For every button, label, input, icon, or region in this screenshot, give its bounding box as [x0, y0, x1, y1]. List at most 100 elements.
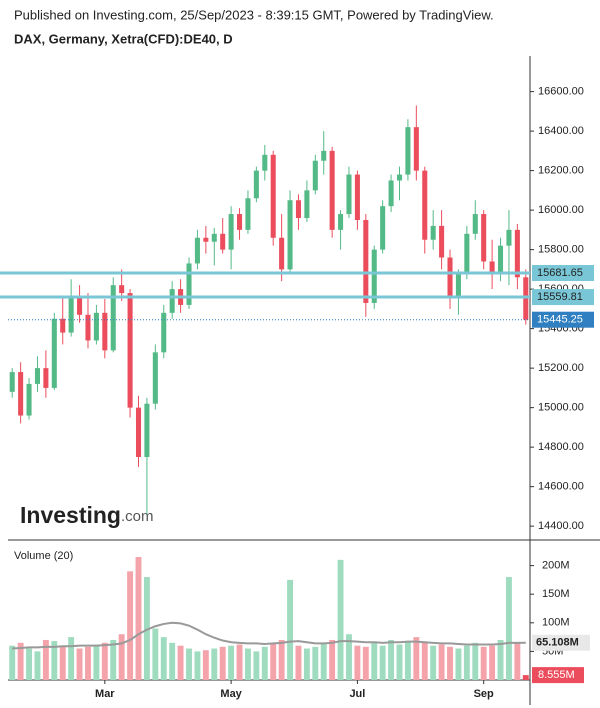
volume-bar	[68, 637, 75, 680]
volume-bar	[76, 648, 83, 680]
volume-bar	[354, 645, 361, 680]
candle-body	[506, 229, 512, 246]
volume-bar	[51, 641, 58, 680]
candle-body	[85, 314, 91, 341]
volume-bar	[522, 675, 529, 680]
level-label: 15681.65	[537, 267, 583, 279]
y-tick-label: 200M	[542, 559, 570, 571]
volume-bar	[261, 646, 268, 680]
y-tick-label: 16400.00	[538, 125, 584, 137]
candle-body	[430, 225, 436, 240]
volume-bar	[329, 639, 336, 680]
volume-bar	[337, 559, 344, 680]
level-box	[532, 264, 594, 281]
candle-body	[237, 214, 243, 230]
volume-bar	[404, 641, 411, 680]
candle-body	[152, 352, 158, 404]
volume-bar	[160, 637, 167, 680]
watermark-brand: Investing	[20, 502, 121, 528]
candle-body	[262, 154, 268, 171]
volume-bar	[413, 637, 420, 680]
volume-bar	[118, 634, 125, 680]
candle-body	[338, 214, 344, 230]
y-tick-label: 16600.00	[538, 86, 584, 98]
volume-bar	[295, 645, 302, 680]
y-tick-label: 15000.00	[538, 402, 584, 414]
volume-bar	[253, 651, 260, 680]
volume-bar	[211, 648, 218, 680]
candle-body	[514, 229, 520, 278]
candle-body	[321, 150, 327, 161]
candle-body	[102, 312, 108, 351]
level-label: 15559.81	[537, 291, 583, 303]
candle-body	[498, 245, 504, 274]
candle-body	[194, 237, 200, 264]
x-tick-label: May	[220, 688, 242, 700]
candle-body	[279, 237, 285, 270]
volume-bar	[312, 646, 319, 680]
watermark: Investing.com	[20, 502, 153, 528]
volume-bar	[320, 642, 327, 680]
candle-body	[287, 200, 293, 270]
candle-body	[472, 214, 478, 234]
candle-body	[68, 297, 74, 333]
volume-bar	[472, 642, 479, 680]
volume-bar	[101, 642, 108, 680]
candle-body	[211, 233, 217, 242]
volume-bar	[17, 642, 24, 680]
y-tick-label: 150M	[542, 588, 570, 600]
x-tick-label: Sep	[474, 688, 494, 700]
candle-body	[93, 312, 99, 341]
candle-body	[110, 285, 116, 351]
volume-bar	[447, 646, 453, 680]
volume-bar	[135, 557, 142, 680]
volume-bar	[379, 645, 386, 680]
volume-bar	[34, 651, 41, 680]
candle-body	[346, 174, 352, 215]
candle-body	[354, 174, 360, 220]
volume-bar	[194, 651, 201, 680]
y-tick-label: 14400.00	[538, 520, 584, 532]
candle-body	[371, 249, 377, 303]
y-tick-label: 15800.00	[538, 244, 584, 256]
volume-bar	[186, 648, 192, 680]
candle-body	[43, 368, 49, 388]
candle-body	[161, 312, 167, 353]
chart-subtitle: DAX, Germany, Xetra(CFD):DE40, D	[14, 31, 233, 46]
y-tick-label: 15200.00	[538, 362, 584, 374]
candle-body	[203, 237, 209, 242]
volume-bar	[303, 648, 310, 680]
volume-bar	[127, 571, 134, 680]
candle-body	[380, 206, 386, 250]
volume-bar	[228, 645, 235, 680]
x-tick-label: Mar	[95, 688, 115, 700]
candle-body	[439, 225, 445, 258]
candle-body	[363, 219, 369, 303]
volume-bar	[42, 639, 49, 680]
candle-body	[127, 293, 133, 408]
y-tick-label: 16000.00	[538, 204, 584, 216]
candle-body	[489, 261, 495, 274]
volume-bar	[438, 644, 445, 680]
volume-bar	[219, 646, 226, 680]
volume-bar	[463, 645, 470, 680]
candle-body	[34, 368, 40, 384]
candle-body	[312, 160, 318, 191]
volume-bar	[93, 644, 100, 680]
candle-body	[464, 233, 470, 274]
volume-bar	[362, 646, 369, 680]
volume-bar	[202, 650, 209, 680]
last-volume-box	[532, 667, 584, 684]
chart-title: Published on Investing.com, 25/Sep/2023 …	[14, 7, 494, 22]
ma-label: 65.108M	[536, 637, 579, 649]
candle-body	[447, 257, 453, 298]
last-volume-label: 8.555M	[538, 669, 575, 681]
volume-bar	[287, 579, 293, 680]
candle-body	[119, 285, 125, 294]
candle-body	[422, 170, 428, 240]
candle-body	[405, 127, 411, 175]
volume-bar	[270, 642, 277, 680]
candle-body	[135, 407, 142, 458]
candle-body	[455, 273, 461, 298]
